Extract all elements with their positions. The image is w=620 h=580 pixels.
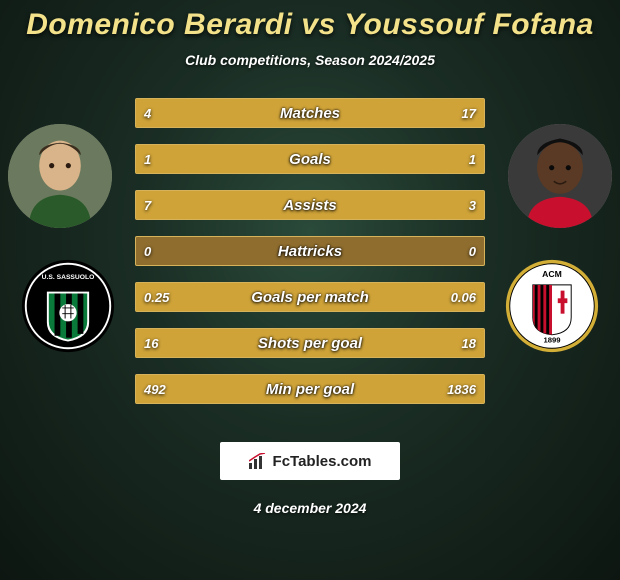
stat-row: 00Hattricks	[135, 236, 485, 266]
stat-label: Shots per goal	[136, 329, 484, 357]
stat-label: Goals per match	[136, 283, 484, 311]
page-title: Domenico Berardi vs Youssouf Fofana	[0, 0, 620, 42]
footer-brand: FcTables.com	[220, 442, 400, 480]
stat-row: 73Assists	[135, 190, 485, 220]
stat-label: Assists	[136, 191, 484, 219]
subtitle: Club competitions, Season 2024/2025	[0, 52, 620, 68]
stat-row: 11Goals	[135, 144, 485, 174]
stat-row: 417Matches	[135, 98, 485, 128]
stat-label: Matches	[136, 99, 484, 127]
stat-label: Goals	[136, 145, 484, 173]
stat-row: 1618Shots per goal	[135, 328, 485, 358]
stat-row: 0.250.06Goals per match	[135, 282, 485, 312]
stat-label: Hattricks	[136, 237, 484, 265]
stats-area: 417Matches 11Goals 73Assists 00Hattricks 0.2…	[0, 98, 620, 428]
stat-label: Min per goal	[136, 375, 484, 403]
stat-bars: 417Matches 11Goals 73Assists 00Hattricks 0.2…	[135, 98, 485, 420]
stat-row: 4921836Min per goal	[135, 374, 485, 404]
date: 4 december 2024	[0, 500, 620, 516]
footer-brand-text: FcTables.com	[273, 453, 372, 470]
chart-icon	[249, 453, 267, 469]
infographic: Domenico Berardi vs Youssouf Fofana Club…	[0, 0, 620, 580]
